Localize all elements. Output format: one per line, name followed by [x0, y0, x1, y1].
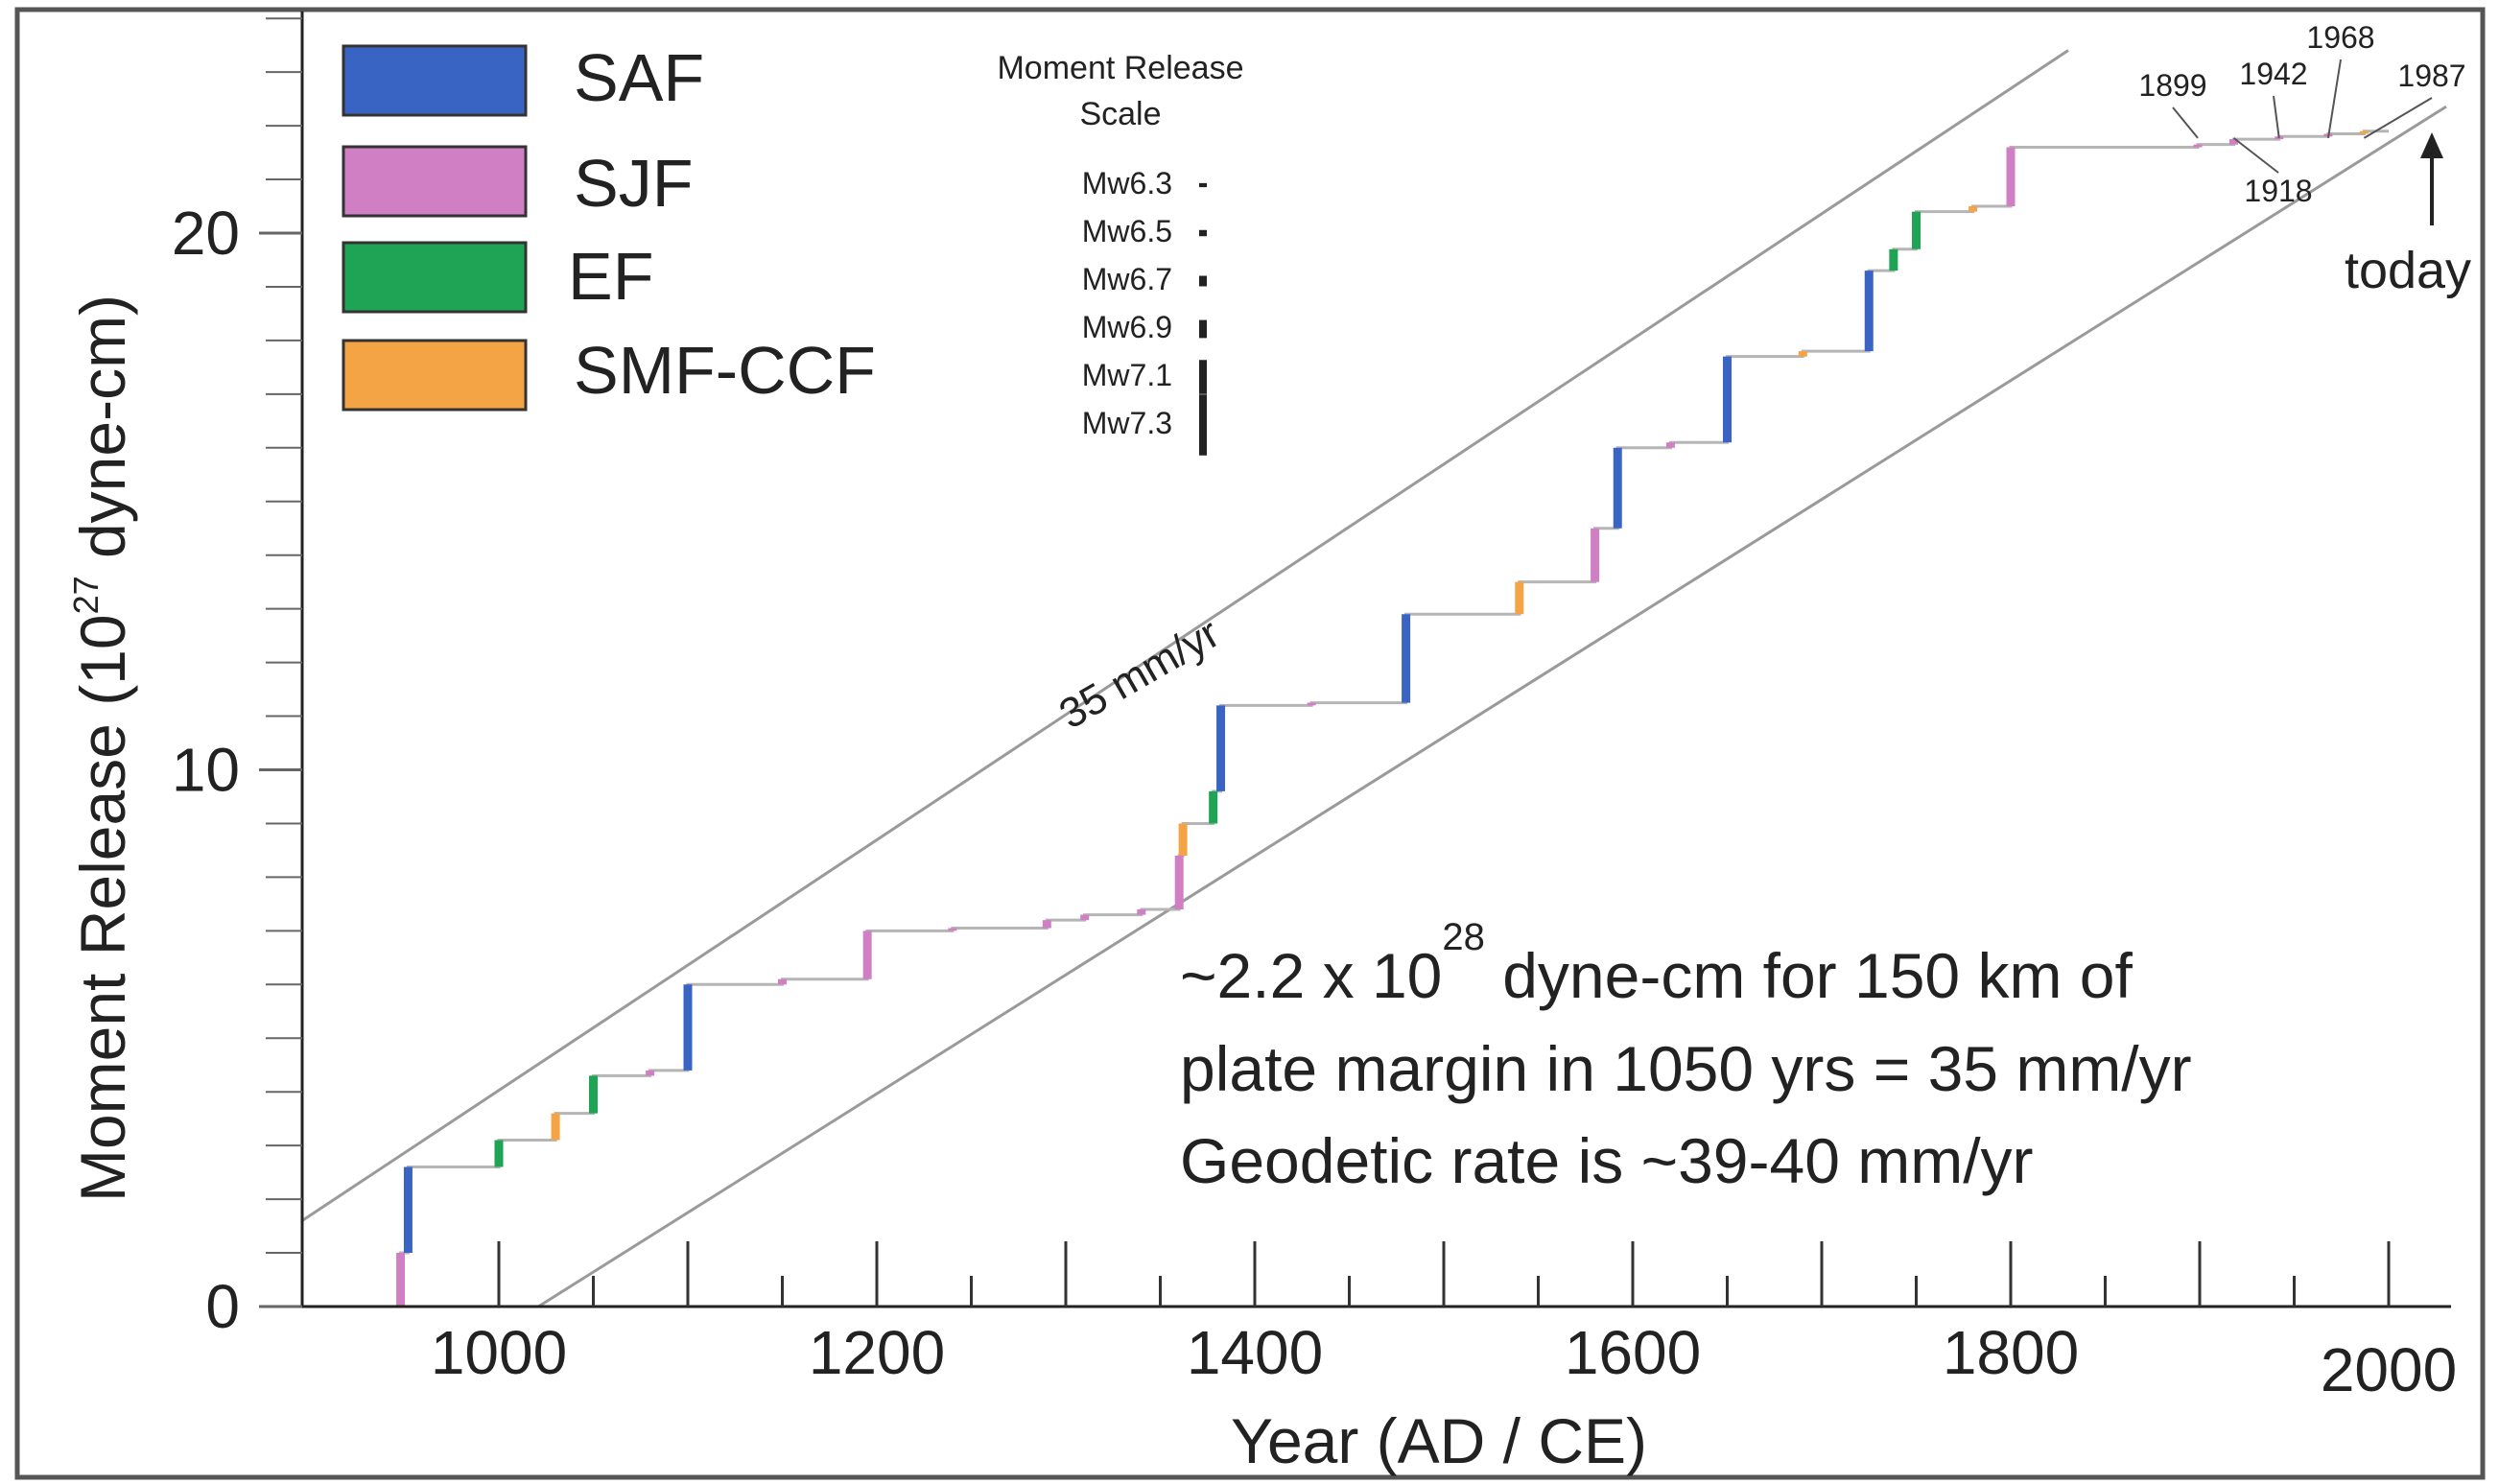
fault-legend: SAF SJF EF SMF-CCF — [342, 40, 876, 412]
legend-swatch-ef — [342, 241, 528, 314]
legend-label-sjf: SJF — [574, 146, 693, 221]
legend-label-smf-ccf: SMF-CCF — [574, 333, 876, 408]
rate-line-1 — [301, 49, 2069, 1222]
scale-items: Mw6.3 Mw6.5 Mw6.7 Mw6.9 Mw7.1 Mw7.3 — [1082, 166, 1207, 456]
x-ticks: 1000 1200 1400 1600 1800 2000 — [431, 1241, 2457, 1404]
scale-item-label: Mw6.7 — [1082, 262, 1172, 296]
year-leader-1987 — [2363, 97, 2433, 139]
scale-item-label: Mw6.5 — [1082, 214, 1172, 248]
scale-title-line1: Moment Release — [997, 50, 1243, 86]
annotation-box: ~2.2 x 1028 dyne-cm for 150 km of plate … — [1180, 916, 2192, 1196]
y-ticks: 0 10 20 — [172, 17, 302, 1341]
annotation-line-1-exponent: 28 — [1442, 916, 1485, 958]
x-tick-label: 1800 — [1943, 1318, 2079, 1387]
scale-title-line2: Scale — [1079, 96, 1161, 132]
legend-label-ef: EF — [568, 239, 653, 314]
legend-label-saf: SAF — [574, 40, 704, 115]
x-tick-label: 1000 — [431, 1318, 567, 1387]
year-label-1968: 1968 — [2306, 20, 2374, 55]
today-label: today — [2345, 242, 2471, 299]
axes: 1000 1200 1400 1600 1800 2000 0 10 20 — [172, 12, 2457, 1404]
x-tick-label: 1200 — [809, 1318, 945, 1387]
y-axis-label-tail: dyne-cm) — [67, 294, 138, 576]
annotation-line-3: Geodetic rate is ~39-40 mm/yr — [1180, 1125, 2034, 1196]
figure-frame — [14, 7, 2486, 1480]
year-leader-1899 — [2172, 106, 2199, 139]
annotation-line-1: ~2.2 x 1028 dyne-cm for 150 km of — [1180, 916, 2133, 1011]
y-axis-label: Moment Release (1027 dyne-cm) — [66, 294, 138, 1202]
x-tick-label: 1600 — [1565, 1318, 1701, 1387]
rate-line-2 — [537, 105, 2447, 1308]
y-tick-label: 20 — [172, 199, 240, 268]
year-leader-1968 — [2326, 59, 2342, 139]
moment-release-scale: Moment Release Scale Mw6.3Mw6.5Mw6.7Mw6.… — [997, 50, 1244, 456]
y-tick-label: 10 — [172, 736, 240, 805]
y-axis-label-main: Moment Release (10 — [67, 614, 138, 1202]
today-marker: today — [2345, 132, 2471, 299]
scale-item-label: Mw6.9 — [1082, 310, 1172, 344]
legend-swatch-sjf — [342, 145, 528, 218]
x-tick-label: 2000 — [2321, 1335, 2457, 1404]
event-bars — [396, 130, 2369, 1307]
rate-lines — [301, 49, 2447, 1308]
annotation-line-1-pre: ~2.2 x 10 — [1180, 940, 1442, 1011]
y-axis-label-exponent: 27 — [66, 576, 106, 614]
year-label-1942: 1942 — [2239, 57, 2307, 91]
x-axis-label: Year (AD / CE) — [1231, 1405, 1647, 1476]
scale-item-label: Mw7.1 — [1082, 358, 1172, 392]
y-tick-label: 0 — [205, 1272, 240, 1341]
scale-item-label: Mw7.3 — [1082, 406, 1172, 440]
x-tick-label: 1400 — [1187, 1318, 1323, 1387]
today-arrow-head — [2420, 132, 2443, 158]
year-leader-1918 — [2232, 137, 2279, 174]
year-label-1899: 1899 — [2138, 68, 2206, 103]
year-label-1918: 1918 — [2244, 174, 2312, 208]
scale-item-label: Mw6.3 — [1082, 166, 1172, 200]
legend-swatch-saf — [342, 44, 528, 117]
annotation-line-2: plate margin in 1050 yrs = 35 mm/yr — [1180, 1033, 2192, 1104]
year-label-1987: 1987 — [2397, 59, 2465, 93]
year-leader-1942 — [2273, 95, 2280, 139]
annotation-line-1-post: dyne-cm for 150 km of — [1485, 940, 2134, 1011]
legend-swatch-smf-ccf — [342, 339, 528, 412]
